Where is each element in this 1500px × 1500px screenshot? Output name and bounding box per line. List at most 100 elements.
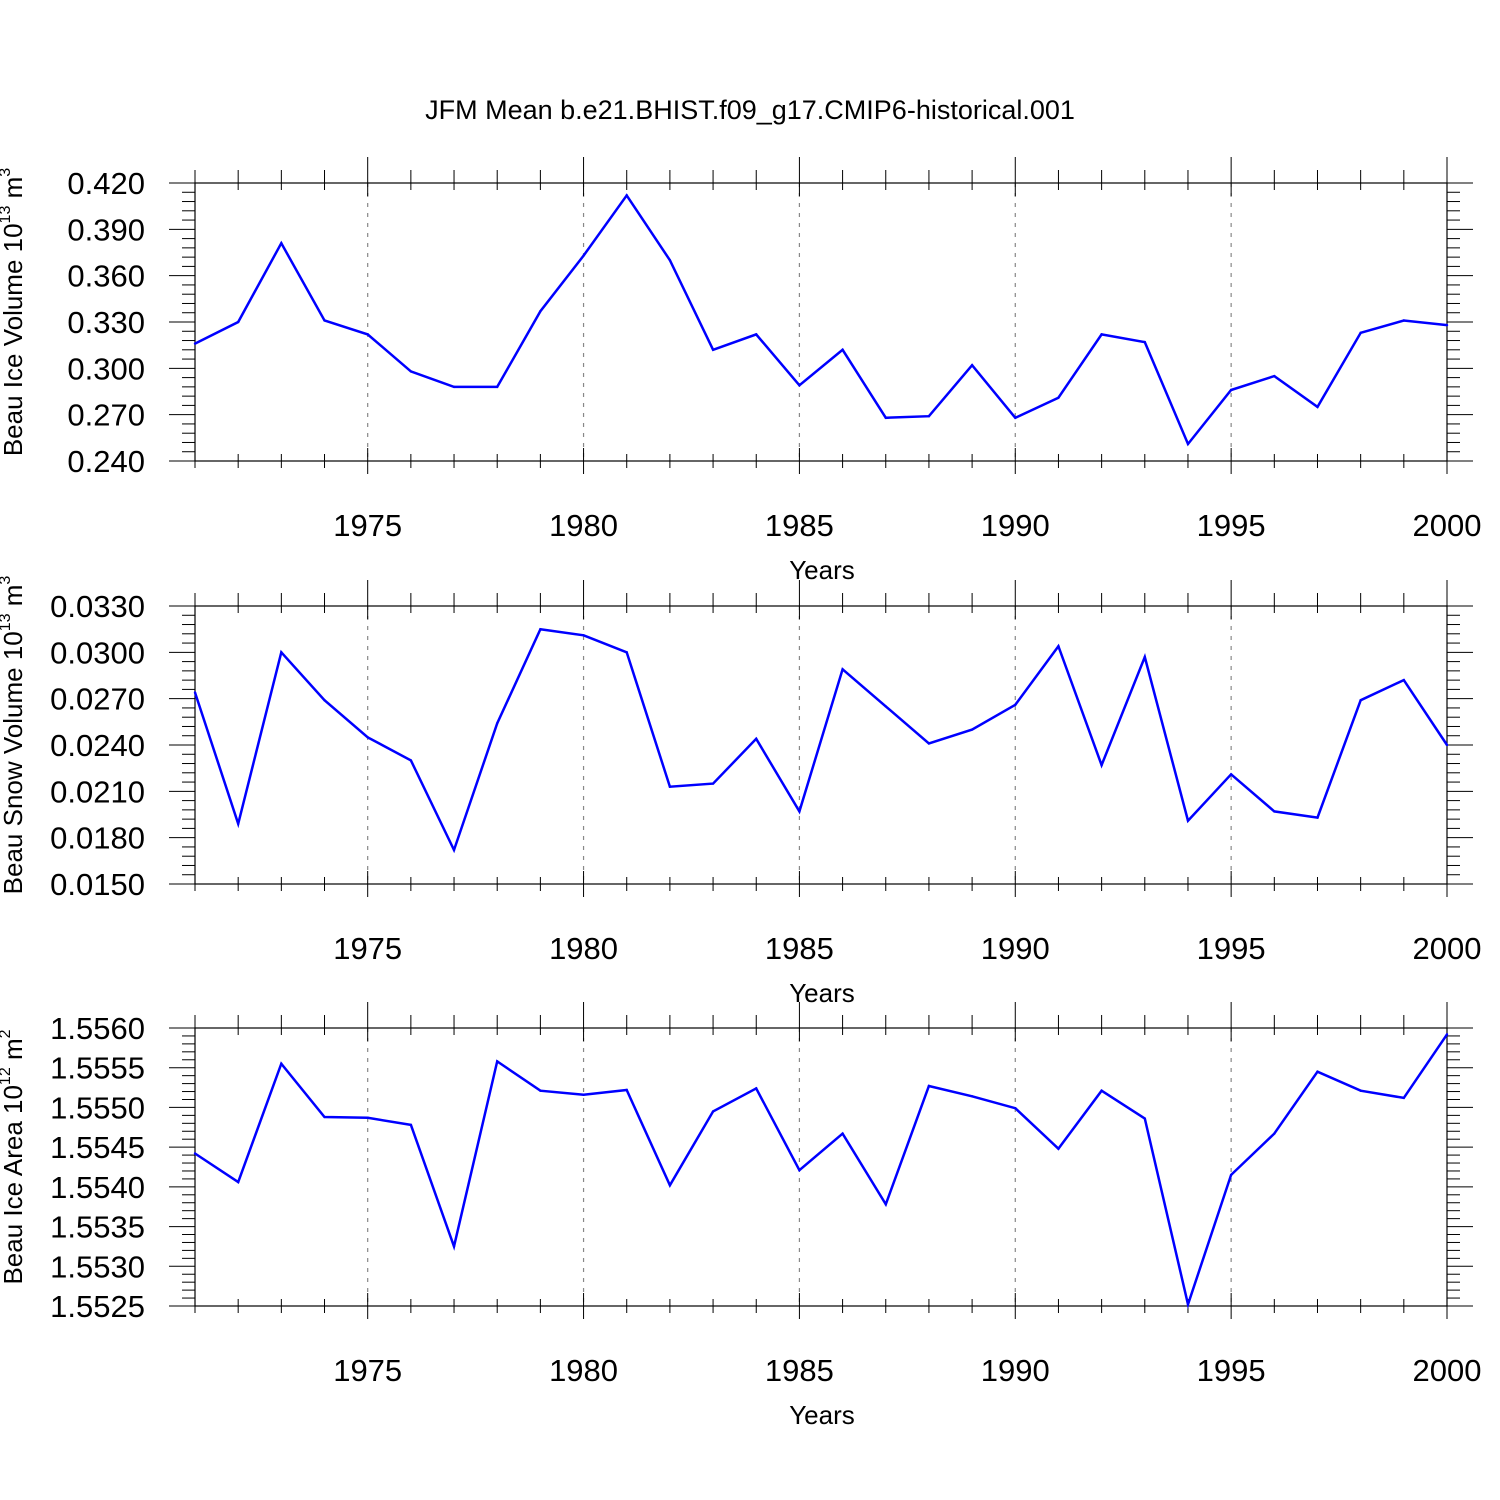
data-point [366, 1116, 369, 1119]
data-point [711, 782, 715, 785]
data-point [366, 736, 369, 739]
y-axis-label-unit: m [0, 177, 28, 206]
series-line [194, 1033, 1449, 1310]
x-tick-label: 1985 [765, 1353, 834, 1388]
data-point [755, 1087, 758, 1090]
data-point [452, 848, 456, 852]
y-tick-label: 0.0240 [50, 728, 145, 763]
y-tick-label: 1.5560 [50, 1011, 145, 1046]
y-tick-label: 0.420 [67, 166, 145, 201]
y-tick-label: 1.5540 [50, 1170, 145, 1205]
plot-frame [194, 182, 1448, 462]
data-point [1100, 1089, 1103, 1092]
x-tick-label: 2000 [1413, 508, 1482, 543]
x-tick-label: 1975 [333, 1353, 402, 1388]
data-point [798, 810, 801, 813]
data-point [711, 348, 715, 351]
x-tick-label: 1980 [549, 931, 618, 966]
data-point [1316, 816, 1319, 819]
y-axis-label-text: Beau Ice Volume 10 [0, 223, 28, 456]
y-axis-label-unit-exponent: 3 [0, 168, 14, 177]
y-tick-label: 0.0180 [50, 821, 145, 856]
data-point [668, 259, 672, 262]
y-tick-label: 1.5530 [50, 1249, 145, 1284]
data-point [970, 364, 974, 367]
data-point [236, 822, 240, 825]
data-point [409, 370, 413, 373]
x-tick-label: 1990 [981, 931, 1050, 966]
data-point [323, 699, 326, 702]
x-tick-label: 1985 [765, 508, 834, 543]
data-point [1445, 1033, 1449, 1036]
data-point [582, 1093, 585, 1096]
data-point [1100, 333, 1103, 336]
data-point [1186, 819, 1190, 822]
y-tick-label: 0.360 [67, 259, 145, 294]
y-tick-label: 0.240 [67, 444, 145, 479]
y-tick-label: 0.390 [67, 212, 145, 247]
x-tick-label: 1985 [765, 931, 834, 966]
y-tick-label: 0.300 [67, 351, 145, 386]
data-point [539, 1089, 542, 1092]
data-point [927, 415, 931, 418]
data-point [280, 651, 283, 654]
x-tick-label: 1995 [1197, 931, 1266, 966]
data-point [1057, 396, 1060, 399]
data-point [193, 691, 197, 694]
data-point [1229, 773, 1233, 776]
y-axis-label-unit: m [0, 1038, 28, 1067]
data-point [841, 668, 844, 671]
y-axis-label-text: Beau Ice Area 10 [0, 1085, 28, 1284]
y-axis-label-unit-exponent: 2 [0, 1029, 14, 1038]
data-point [884, 1203, 887, 1206]
data-point [1229, 388, 1233, 392]
chart-panel-3: 1.5525 1.5530 1.5535 1.5540 1.5545 1.5550 1.55… [0, 1002, 1481, 1430]
x-tick-label: 1995 [1197, 1353, 1266, 1388]
data-point [193, 342, 197, 345]
data-point [798, 384, 801, 387]
y-tick-label: 1.5525 [50, 1289, 145, 1324]
data-point [1057, 644, 1060, 648]
y-tick-label: 0.270 [67, 398, 145, 433]
x-tick-label: 1995 [1197, 508, 1266, 543]
y-tick-label: 1.5550 [50, 1090, 145, 1125]
x-axis-label: Years [789, 555, 855, 585]
x-tick-label: 1990 [981, 1353, 1050, 1388]
data-point [452, 385, 456, 389]
data-point [755, 333, 758, 336]
data-point [668, 785, 672, 788]
y-tick-label: 1.5555 [50, 1051, 145, 1086]
data-point [452, 1245, 456, 1248]
data-point [409, 759, 413, 762]
data-point [236, 1180, 240, 1184]
chart-panel-1: 0.240 0.270 0.300 0.330 0.360 0.390 0.420 1975 1… [0, 157, 1481, 585]
y-axis-label: Beau Ice Area 1012 m2 [0, 1029, 28, 1284]
y-axis-label-text: Beau Snow Volume 10 [0, 631, 28, 894]
data-point [1057, 1147, 1060, 1150]
data-point [280, 1062, 283, 1065]
data-point [280, 242, 283, 245]
data-point [236, 320, 240, 324]
y-tick-label: 0.0300 [50, 635, 145, 670]
data-point [970, 1095, 974, 1098]
data-point [1143, 1117, 1146, 1120]
data-point [1316, 1070, 1319, 1073]
y-axis-label-exponent: 12 [0, 1067, 14, 1085]
data-point [582, 634, 585, 637]
data-point [1273, 374, 1276, 378]
data-point [1273, 810, 1276, 813]
data-point [1445, 323, 1449, 327]
data-point [1402, 1096, 1406, 1100]
y-axis-label-unit-exponent: 3 [0, 576, 14, 585]
data-point [1445, 743, 1449, 747]
data-point [409, 1123, 413, 1127]
data-point [582, 254, 585, 257]
data-point [625, 651, 628, 654]
x-tick-label: 1980 [549, 508, 618, 543]
data-point [1402, 678, 1406, 682]
data-point [668, 1184, 672, 1187]
data-point [1273, 1132, 1276, 1135]
data-point [798, 1168, 801, 1172]
